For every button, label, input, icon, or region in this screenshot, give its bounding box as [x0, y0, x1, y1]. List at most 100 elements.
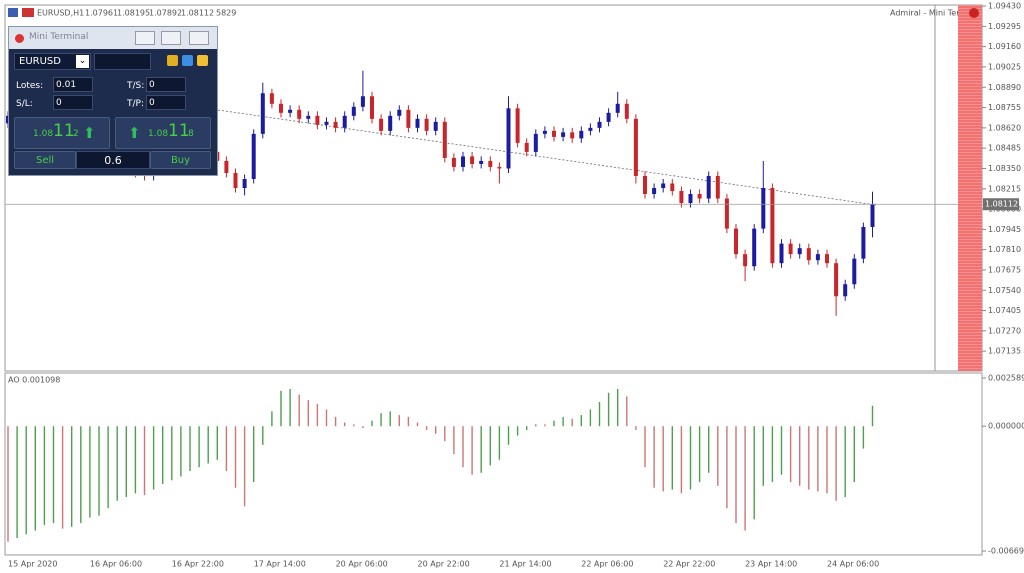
field-value: 0	[149, 98, 155, 108]
price-pips: 11	[53, 121, 75, 141]
tool-icon[interactable]	[167, 55, 178, 66]
buy-button[interactable]: Buy	[150, 151, 211, 169]
ao-bar	[698, 426, 701, 483]
candle-body	[752, 228, 757, 267]
field-label: S/L:	[16, 99, 33, 109]
ao-bar	[171, 426, 173, 481]
y-tick-label: 1.08350	[988, 164, 1021, 173]
ao-bar	[644, 426, 646, 468]
ao-bar	[316, 403, 319, 427]
ao-bar	[571, 418, 573, 427]
y-tick-label: 1.08215	[988, 184, 1021, 193]
x-tick-label: 24 Apr 06:00	[827, 560, 879, 569]
ao-bar	[817, 426, 819, 492]
ao-bar	[744, 426, 746, 531]
y-tick-label: 1.07405	[988, 306, 1021, 315]
ao-bar	[107, 426, 109, 509]
candle-body	[479, 160, 484, 164]
ao-bar	[516, 426, 519, 436]
candle-body	[533, 133, 538, 152]
y-tick-label: 1.09295	[988, 22, 1021, 31]
ao-bar	[535, 424, 537, 427]
ao-bar	[689, 426, 692, 490]
ao-bar	[7, 426, 9, 542]
ao-bar	[562, 416, 564, 427]
field-label: T/S:	[127, 81, 145, 91]
ao-bar	[526, 426, 528, 430]
candle-body	[870, 204, 875, 227]
ao-bar	[708, 426, 710, 473]
ao-bar	[89, 426, 91, 518]
y-tick-label: 1.08485	[988, 144, 1021, 153]
candle-body	[269, 93, 274, 104]
field-input[interactable]: 0	[53, 95, 93, 110]
trend-line	[217, 109, 877, 206]
ao-bar	[835, 426, 837, 501]
y-tick-label: 1.07810	[988, 245, 1021, 254]
ao-bar	[262, 426, 264, 445]
ao-bar	[789, 426, 792, 483]
dropdown-button[interactable]: ⌄	[76, 55, 89, 68]
settings-icon[interactable]	[182, 55, 193, 66]
marks: 1.09430 1.09295 1.09160 1.09025 1.08890 1.087…	[5, 2, 1024, 569]
maximize-button[interactable]	[161, 31, 181, 45]
ao-bar	[407, 416, 410, 427]
sell-price[interactable]: 1.08 11 2 ⬆	[14, 117, 110, 149]
ao-bar	[25, 426, 27, 535]
sell-button[interactable]: Sell	[14, 151, 76, 169]
menu-icon[interactable]	[8, 8, 18, 17]
open-value: 1.07961	[85, 9, 118, 18]
field-input[interactable]: 0	[146, 77, 186, 92]
flag-icon	[22, 8, 34, 17]
ao-bar	[662, 426, 664, 492]
candle-body	[260, 93, 265, 134]
ao-bar	[180, 426, 182, 477]
alert-bar	[958, 5, 982, 371]
candle-body	[415, 118, 420, 128]
candle-body	[224, 160, 229, 173]
candle-body	[633, 118, 638, 176]
close-button[interactable]	[189, 31, 209, 45]
ao-bar	[489, 426, 491, 466]
ao-bar	[425, 426, 428, 430]
grid-icon[interactable]	[197, 55, 208, 66]
ao-bar	[799, 426, 801, 486]
ao-bar	[152, 426, 155, 490]
ao-bar	[462, 426, 464, 468]
minimize-button[interactable]	[135, 31, 155, 45]
y-tick-label: -0.006697	[988, 546, 1024, 555]
candle-body	[470, 156, 475, 164]
candle-body	[643, 175, 647, 195]
ao-bar	[853, 426, 855, 483]
ao-bar	[453, 426, 455, 455]
candle-body	[324, 121, 329, 125]
y-tick-label: 1.08620	[988, 123, 1021, 132]
x-tick-label: 23 Apr 14:00	[745, 560, 797, 569]
x-tick-label: 16 Apr 22:00	[172, 560, 224, 569]
buy-price[interactable]: ⬆ 1.08 11 8	[115, 117, 211, 149]
symbol-label: EURUSD,H1	[37, 9, 84, 18]
candle-body	[843, 284, 848, 297]
candle-body	[852, 258, 857, 285]
close-value: 1.08112	[181, 9, 214, 18]
ao-bar	[471, 426, 473, 475]
candle-body	[442, 121, 447, 158]
candle-body	[743, 254, 748, 267]
ao-pane	[4, 372, 983, 556]
field-value: 0.01	[56, 80, 77, 90]
price-point: 8	[188, 129, 194, 139]
ea-icon[interactable]	[969, 8, 979, 18]
ao-bar	[143, 426, 146, 496]
volume-input[interactable]: 0.6	[76, 151, 150, 169]
field-input[interactable]: 0	[146, 95, 186, 110]
ao-bar	[116, 426, 118, 501]
symbol-select[interactable]: EURUSD ⌄	[14, 53, 91, 70]
candle-body	[606, 112, 611, 122]
field-input[interactable]: 0.01	[53, 77, 93, 92]
candle-body	[561, 132, 566, 137]
price-big: 1.08	[33, 129, 54, 139]
candle-body	[370, 96, 374, 119]
candle-body	[342, 115, 347, 128]
ao-bar	[862, 426, 865, 449]
candle-body	[488, 160, 493, 167]
